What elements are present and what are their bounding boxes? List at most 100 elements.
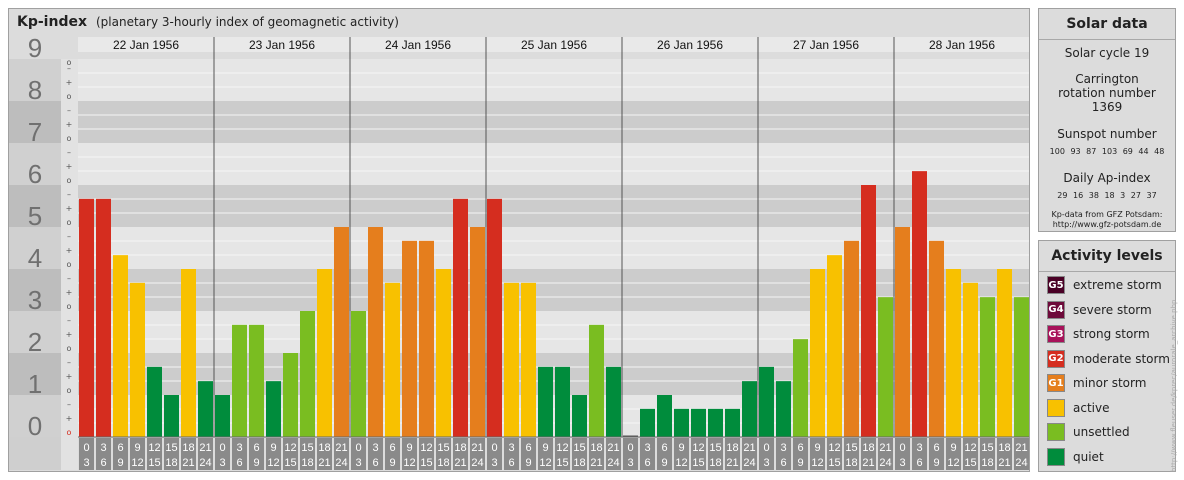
time-end-label: 9 — [661, 457, 667, 469]
time-end-label: 3 — [627, 457, 633, 469]
time-start-label: 15 — [709, 442, 721, 454]
time-end-label: 15 — [284, 457, 296, 469]
time-cell — [504, 438, 519, 470]
kp-bar — [351, 311, 366, 437]
time-cell — [402, 438, 417, 470]
day-label: 25 Jan 1956 — [521, 38, 587, 52]
kp-bar — [453, 198, 468, 437]
kp-bar — [96, 198, 111, 437]
time-end-label: 3 — [491, 457, 497, 469]
time-end-label: 24 — [607, 457, 619, 469]
time-end-label: 3 — [219, 457, 225, 469]
sub-marker-o: o — [67, 344, 72, 353]
kp-bar — [640, 408, 655, 437]
sub-marker-o: o — [67, 302, 72, 311]
time-end-label: 15 — [828, 457, 840, 469]
time-start-label: 9 — [134, 442, 140, 454]
time-end-label: 21 — [182, 457, 194, 469]
kp-bar — [691, 408, 706, 437]
activity-level-item: quiet — [1047, 447, 1104, 467]
time-cell — [589, 438, 604, 470]
sub-marker-o: o — [67, 428, 72, 437]
time-cell — [436, 438, 451, 470]
time-end-label: 12 — [675, 457, 687, 469]
time-start-label: 18 — [998, 442, 1010, 454]
time-end-label: 12 — [403, 457, 415, 469]
credit-link[interactable]: http://www.gfz-potsdam.de — [1052, 220, 1162, 229]
time-start-label: 15 — [437, 442, 449, 454]
sub-marker-o: o — [67, 92, 72, 101]
ap-index-values: 29 16 38 18 3 27 37 — [1057, 191, 1157, 200]
kp-bar — [776, 381, 791, 437]
time-start-label: 21 — [879, 442, 891, 454]
solar-data-panel: Solar data Solar cycle 19 Carrington rot… — [1038, 8, 1176, 232]
kp-bar — [334, 227, 349, 437]
solar-data-title: Solar data — [1039, 9, 1175, 40]
activity-level-swatch: G5 — [1047, 276, 1065, 294]
side-url[interactable]: http://www.fleuser.de/kprec/aurorale_arc… — [1170, 299, 1178, 472]
activity-level-label: active — [1073, 400, 1110, 415]
activity-level-item: active — [1047, 398, 1109, 418]
time-end-label: 6 — [100, 457, 106, 469]
solar-cycle: Solar cycle 19 — [1064, 46, 1150, 60]
time-cell — [555, 438, 570, 470]
time-start-label: 12 — [556, 442, 568, 454]
time-start-label: 12 — [284, 442, 296, 454]
kp-bar — [810, 269, 825, 437]
time-end-label: 15 — [148, 457, 160, 469]
time-cell — [419, 438, 434, 470]
time-start-label: 15 — [981, 442, 993, 454]
sub-marker-minus: – — [67, 316, 71, 325]
kp-bar — [538, 366, 553, 437]
time-cell — [79, 438, 94, 470]
sub-marker-minus: – — [67, 400, 71, 409]
kp-label-band — [9, 227, 61, 269]
activity-level-label: quiet — [1073, 449, 1104, 464]
time-end-label: 24 — [335, 457, 347, 469]
time-start-label: 12 — [964, 442, 976, 454]
time-end-label: 12 — [947, 457, 959, 469]
activity-level-swatch — [1047, 398, 1065, 417]
day-label: 27 Jan 1956 — [793, 38, 859, 52]
time-start-label: 12 — [828, 442, 840, 454]
time-cell — [742, 438, 757, 470]
sub-marker-plus: + — [66, 120, 73, 129]
time-end-label: 3 — [899, 457, 905, 469]
kp-bar — [912, 171, 927, 437]
kp-bar — [674, 408, 689, 437]
kp-bar — [657, 395, 672, 437]
time-end-label: 18 — [301, 457, 313, 469]
time-end-label: 15 — [556, 457, 568, 469]
day-label: 23 Jan 1956 — [249, 38, 315, 52]
time-end-label: 6 — [372, 457, 378, 469]
time-start-label: 9 — [814, 442, 820, 454]
time-start-label: 12 — [692, 442, 704, 454]
kp-bar — [555, 366, 570, 437]
time-cell — [708, 438, 723, 470]
sub-marker-plus: + — [66, 78, 73, 87]
time-cell — [997, 438, 1012, 470]
time-start-label: 12 — [148, 442, 160, 454]
day-label: 28 Jan 1956 — [929, 38, 995, 52]
time-cell — [113, 438, 128, 470]
activity-level-swatch: G1 — [1047, 374, 1065, 392]
kp-bar — [708, 408, 723, 437]
kp-bar — [844, 240, 859, 437]
time-end-label: 18 — [709, 457, 721, 469]
time-cell — [487, 438, 502, 470]
kp-bar — [198, 381, 213, 437]
time-cell — [895, 438, 910, 470]
activity-level-swatch: G2 — [1047, 349, 1065, 368]
kp-bar — [317, 269, 332, 437]
kp-bar — [759, 366, 774, 437]
time-end-label: 9 — [389, 457, 395, 469]
time-cell — [147, 438, 162, 470]
time-end-label: 18 — [165, 457, 177, 469]
y-tick-label: 3 — [28, 285, 42, 315]
time-start-label: 12 — [420, 442, 432, 454]
chart-subtitle: (planetary 3-hourly index of geomagnetic… — [96, 15, 399, 29]
kp-bar — [589, 324, 604, 437]
time-start-label: 21 — [199, 442, 211, 454]
kp-band — [78, 59, 1029, 101]
time-start-label: 0 — [83, 442, 89, 454]
